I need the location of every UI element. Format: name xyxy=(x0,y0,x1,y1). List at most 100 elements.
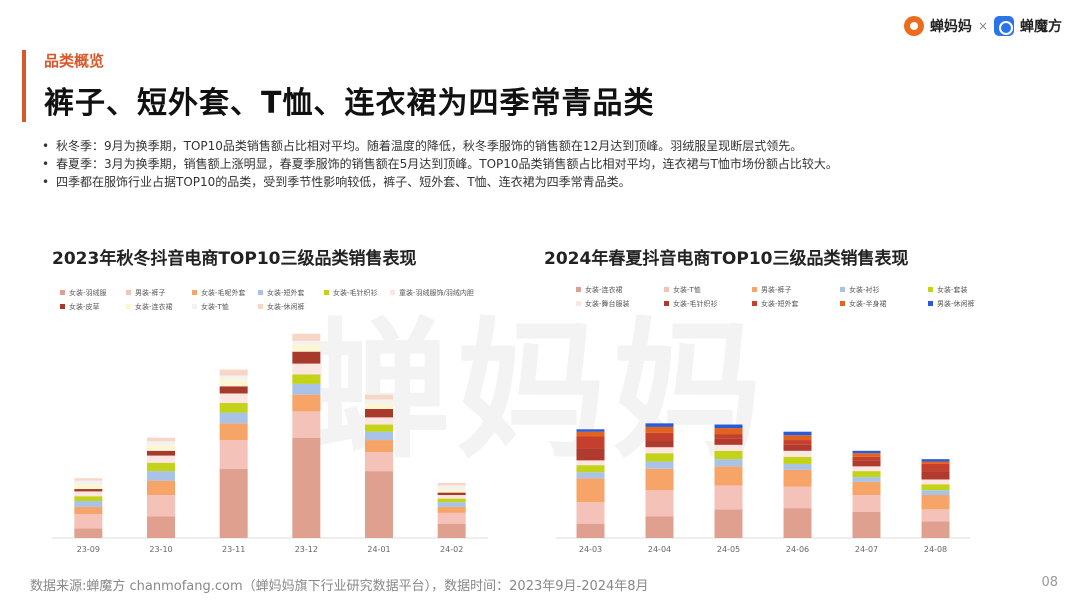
page-number: 08 xyxy=(1041,575,1058,590)
accent-bar xyxy=(22,50,26,122)
legend-swatch xyxy=(928,301,933,306)
bullet-spring-summer: 春夏季：3月为换季期，销售额上涨明显，春夏季服饰的销售额在5月达到顶峰。TOP1… xyxy=(40,155,1050,173)
page-title: 裤子、短外套、T恤、连衣裙为四季常青品类 xyxy=(44,86,655,121)
bar-segment xyxy=(921,509,950,522)
bar-segment xyxy=(219,468,248,538)
bar-segment xyxy=(783,486,812,509)
chanmofang-logo-icon xyxy=(994,16,1014,36)
legend-label: 女装-毛针织衫 xyxy=(333,288,378,297)
bar-segment xyxy=(292,333,321,341)
bar-segment xyxy=(576,431,605,437)
x-tick-label: 24-02 xyxy=(440,545,463,554)
bar-segment xyxy=(921,463,950,472)
bar-segment xyxy=(147,462,175,472)
legend-label: 女装-舞台服装 xyxy=(585,299,630,308)
bar-segment xyxy=(219,393,248,404)
legend-swatch xyxy=(192,304,197,309)
bar-segment xyxy=(783,440,812,445)
bar-segment xyxy=(714,438,743,445)
chanmama-logo-text: 蝉妈妈 xyxy=(929,19,972,35)
bar-segment xyxy=(576,436,605,449)
bar-segment xyxy=(783,456,812,464)
bar-segment xyxy=(437,512,466,524)
bar-segment xyxy=(292,351,321,364)
legend-swatch xyxy=(324,290,329,295)
legend-swatch xyxy=(258,304,263,309)
bar-segment xyxy=(147,471,175,481)
bar-segment xyxy=(365,409,393,418)
x-tick-label: 24-01 xyxy=(367,545,390,554)
left-chart-title: 2023年秋冬抖音电商TOP10三级品类销售表现 xyxy=(52,249,417,269)
summary-bullets: 秋冬季：9月为换季期，TOP10品类销售额占比相对平均。随着温度的降低，秋冬季服… xyxy=(40,137,1050,191)
bar-segment xyxy=(576,478,605,503)
bar-segment xyxy=(576,465,605,473)
legend-swatch xyxy=(126,304,131,309)
x-tick-label: 24-08 xyxy=(924,545,947,554)
bar-segment xyxy=(292,411,321,438)
legend-swatch xyxy=(192,290,197,295)
bar-segment xyxy=(292,383,321,395)
bar-segment xyxy=(714,434,743,439)
bar-segment xyxy=(292,394,321,412)
bar-segment xyxy=(437,492,466,495)
bar-segment xyxy=(852,495,881,512)
bar-segment xyxy=(147,495,175,517)
legend-swatch xyxy=(840,287,845,292)
bar-segment xyxy=(219,403,248,413)
bar-segment xyxy=(714,450,743,460)
bar-segment xyxy=(714,424,743,429)
bar-segment xyxy=(292,363,321,375)
bar-segment xyxy=(365,452,393,472)
legend-label: 女装-T恤 xyxy=(201,302,229,311)
bar-segment xyxy=(783,431,812,436)
x-tick-label: 23-11 xyxy=(222,545,245,554)
legend-label: 女装-休闲裤 xyxy=(267,302,305,311)
left-stacked-bar-chart: 女装-羽绒服 男装-裤子 女装-毛呢外套 女装-短外套 女装-毛针织衫 童装-羽绒服饰/羽… xyxy=(52,288,488,554)
bar-segment xyxy=(219,440,248,469)
x-tick-label: 24-07 xyxy=(855,545,878,554)
bar-segment xyxy=(437,502,466,507)
chanmama-logo-icon xyxy=(903,16,924,36)
bar-segment xyxy=(74,480,103,485)
legend-label: 女装-套装 xyxy=(937,285,968,294)
bar-segment xyxy=(783,435,812,441)
bar-segment xyxy=(292,374,321,384)
bar-segment xyxy=(714,466,743,486)
bar-segment xyxy=(645,516,674,538)
x-tick-label: 23-09 xyxy=(77,545,100,554)
legend-label: 女装-连衣裙 xyxy=(585,285,623,294)
bar-segment xyxy=(365,394,393,400)
bar-segment xyxy=(852,471,881,478)
bar-segment xyxy=(74,528,103,538)
legend-label: 男装-休闲裤 xyxy=(937,299,975,308)
bar-segment xyxy=(437,489,466,493)
bar-segment xyxy=(365,424,393,432)
bar-segment xyxy=(921,484,950,491)
bar-segment xyxy=(852,456,881,461)
bar-segment xyxy=(74,478,103,481)
chanmofang-logo-text: 蝉魔方 xyxy=(1020,19,1062,35)
bar-segment xyxy=(783,463,812,470)
bar-segment xyxy=(74,506,103,515)
bar-segment xyxy=(147,444,175,451)
bar-segment xyxy=(852,466,881,472)
bar-segment xyxy=(852,460,881,467)
data-source-footer: 数据来源:蝉魔方 chanmofang.com（蝉妈妈旗下行业研究数据平台），数… xyxy=(30,579,649,594)
bar-segment xyxy=(219,412,248,424)
legend-swatch xyxy=(126,290,131,295)
bar-segment xyxy=(852,481,881,495)
legend-label: 女装-羽绒服 xyxy=(69,288,107,297)
legend-swatch xyxy=(664,301,669,306)
bar-segment xyxy=(714,444,743,451)
bar-segment xyxy=(292,340,321,345)
bar-segment xyxy=(74,491,103,497)
bar-segment xyxy=(147,480,175,495)
bar-segment xyxy=(147,450,175,456)
bar-segment xyxy=(576,460,605,466)
bar-segment xyxy=(852,477,881,482)
bar-segment xyxy=(714,509,743,538)
bar-segment xyxy=(921,459,950,462)
x-tick-label: 24-03 xyxy=(579,545,602,554)
bar-segment xyxy=(852,450,881,454)
